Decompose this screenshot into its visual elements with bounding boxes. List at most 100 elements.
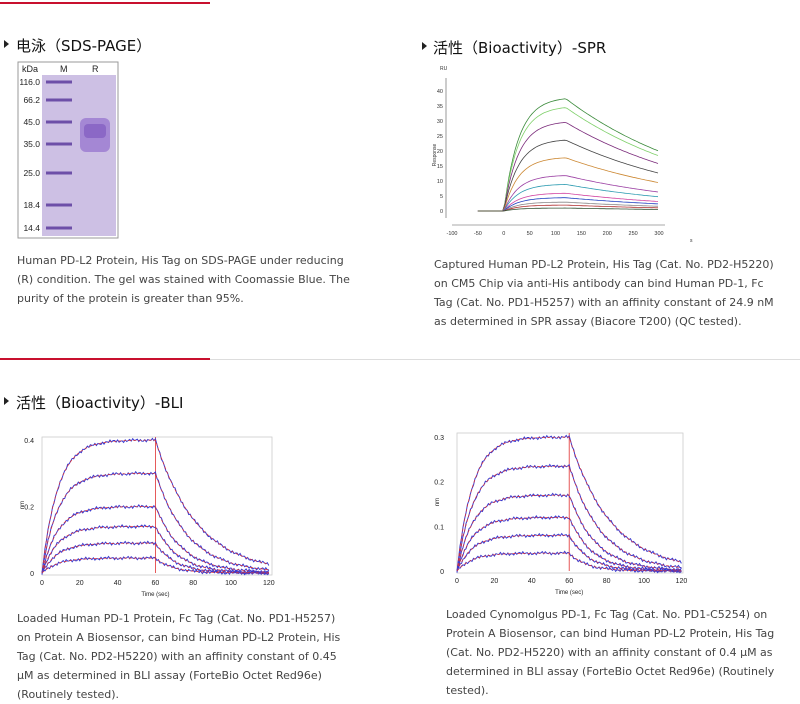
x-tick-label: 0 <box>502 231 505 237</box>
sensorgram <box>477 157 659 212</box>
fit-curve <box>456 552 682 572</box>
marker-band <box>46 80 72 84</box>
spr-chart: -100 -50 0 50 100 150 200 250 300 0 5 10 15 20 25 30 35 4… <box>432 66 693 244</box>
marker-band <box>46 98 72 102</box>
x-tick-label: 20 <box>76 580 84 587</box>
marker-band <box>46 226 72 230</box>
caption: Loaded Human PD-1 Protein, Fc Tag (Cat. … <box>17 612 341 701</box>
divider <box>0 359 800 360</box>
sensorgram <box>477 139 659 212</box>
x-tick-label: -50 <box>474 231 482 237</box>
x-tick-label: 40 <box>528 578 536 585</box>
y-tick-label: 5 <box>440 194 443 200</box>
sensorgram <box>477 207 658 212</box>
caption: Human PD-L2 Protein, His Tag on SDS-PAGE… <box>17 254 350 305</box>
marker-label: 25.0 <box>23 168 40 178</box>
marker-label: 14.4 <box>23 223 40 233</box>
y-tick-label: 0 <box>440 209 443 215</box>
x-tick-label: 60 <box>152 580 160 587</box>
x-tick-label: 80 <box>603 578 611 585</box>
gel-header: R <box>92 64 99 74</box>
fit-curve <box>456 436 682 572</box>
y-tick-label: 0.3 <box>434 435 444 442</box>
x-tick-label: 100 <box>225 580 237 587</box>
marker-label: 35.0 <box>23 139 40 149</box>
sensorgram <box>477 107 659 212</box>
y-tick-label: 15 <box>437 164 443 170</box>
sensorgram <box>477 175 659 212</box>
y-tick-label: 30 <box>437 119 443 125</box>
y-tick-label: 25 <box>437 134 443 140</box>
plot-frame <box>41 436 273 576</box>
axis-label: Response <box>432 144 438 167</box>
caption: Captured Human PD-L2 Protein, His Tag (C… <box>434 258 774 328</box>
axis-unit: RU <box>440 66 448 72</box>
y-tick-label: 0 <box>440 569 444 576</box>
gel-lane-area <box>42 75 116 236</box>
fit-curve <box>41 472 269 574</box>
y-tick-label: 0.2 <box>434 480 444 487</box>
fit-curve <box>41 557 269 574</box>
x-tick-label: 50 <box>527 231 533 237</box>
y-tick-label: 0.2 <box>24 505 34 512</box>
x-tick-label: -100 <box>446 231 457 237</box>
axis-label: nm <box>435 498 441 506</box>
gel-image: kDa M R 116.0 66.2 45.0 35.0 25.0 18.4 14.4 <box>17 61 119 239</box>
raw-curve <box>456 492 682 572</box>
gel-header: kDa <box>22 64 38 74</box>
raw-curve <box>41 437 270 574</box>
x-tick-label: 40 <box>114 580 122 587</box>
x-tick-label: 0 <box>40 580 44 587</box>
x-tick-label: 20 <box>491 578 499 585</box>
accent-line <box>0 358 210 360</box>
section-title: 活性（Bioactivity）-SPR <box>433 39 607 57</box>
bullet <box>4 40 9 48</box>
sensorgram <box>477 192 659 212</box>
fit-curve <box>456 534 682 572</box>
section-title: 电泳（SDS-PAGE） <box>16 37 152 55</box>
plot-frame <box>456 432 684 574</box>
marker-label: 66.2 <box>23 95 40 105</box>
x-tick-label: 250 <box>629 231 638 237</box>
axis-label: Time (sec) <box>141 592 169 598</box>
bli-chart: 0 0.1 0.2 0.3 0 20 40 60 80 100 120 nm Time (sec) <box>434 432 688 596</box>
bullet <box>422 42 427 50</box>
x-tick-label: 100 <box>638 578 650 585</box>
y-tick-label: 0.4 <box>24 438 34 445</box>
y-tick-label: 0 <box>30 571 34 578</box>
y-tick-label: 10 <box>437 179 443 185</box>
y-tick-label: 35 <box>437 104 443 110</box>
sensorgram <box>477 204 658 212</box>
accent-line <box>0 2 210 4</box>
x-tick-label: 150 <box>577 231 586 237</box>
x-tick-label: 100 <box>551 231 560 237</box>
section-title: 活性（Bioactivity）-BLI <box>16 394 184 412</box>
y-tick-label: 20 <box>437 149 443 155</box>
fit-curve <box>41 506 269 574</box>
x-tick-label: 60 <box>565 578 573 585</box>
caption: Loaded Cynomolgus PD-1, Fc Tag (Cat. No.… <box>446 608 775 697</box>
axis-label: Time (sec) <box>555 590 583 596</box>
bullet <box>4 397 9 405</box>
fit-curve <box>41 526 269 574</box>
x-tick-label: 120 <box>263 580 275 587</box>
marker-label: 116.0 <box>19 77 40 87</box>
x-tick-label: 120 <box>676 578 688 585</box>
marker-band <box>46 171 72 175</box>
axis-unit: s <box>690 238 693 244</box>
fit-curve <box>456 494 682 572</box>
raw-curve <box>41 504 270 574</box>
x-tick-label: 80 <box>189 580 197 587</box>
sensorgram <box>477 183 659 212</box>
x-tick-label: 200 <box>603 231 612 237</box>
marker-band <box>46 120 72 124</box>
marker-band <box>46 203 72 207</box>
sensorgram <box>477 201 658 212</box>
fit-curve <box>456 465 682 572</box>
sensorgram <box>477 197 659 212</box>
y-tick-label: 40 <box>437 89 443 95</box>
sensorgram <box>477 121 659 212</box>
x-tick-label: 0 <box>455 578 459 585</box>
x-tick-label: 300 <box>654 231 663 237</box>
